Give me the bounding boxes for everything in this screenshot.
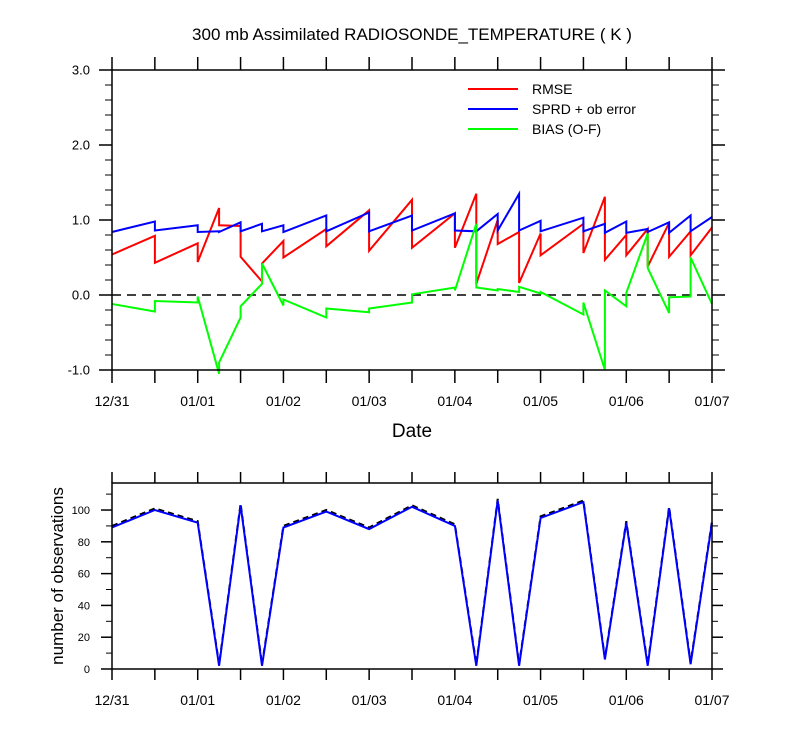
x-tick-label: 01/03 [352,393,387,409]
legend-label: RMSE [532,81,572,97]
legend: RMSE SPRD + ob error BIAS (O-F) [468,81,636,137]
y-tick-label: 0 [84,664,90,676]
x-tick-label: 01/05 [523,692,558,708]
y-tick-label: 3.0 [72,63,90,78]
x-tick-label: 01/04 [437,692,472,708]
x-tick-label: 01/06 [609,692,644,708]
bottom-plot-frame [111,482,713,670]
bottom-x-tick-labels: 12/31 01/01 01/02 01/03 01/04 01/05 01/06 01/07 [94,692,729,708]
x-tick-label: 01/02 [266,692,301,708]
bottom-series-observations-used [111,500,713,666]
legend-label: BIAS (O-F) [532,121,601,137]
y-tick-label: -1.0 [68,363,90,378]
x-tick-label: 01/07 [694,692,729,708]
top-x-axis-label: Date [392,421,432,442]
x-tick-label: 01/06 [609,393,644,409]
y-tick-label: 2.0 [72,138,90,153]
x-tick-label: 01/01 [180,393,215,409]
y-tick-label: 100 [72,505,90,517]
top-chart: 300 mb Assimilated RADIOSONDE_TEMPERATUR… [68,25,730,442]
top-series-sprd-ob-error [111,190,713,235]
y-tick-label: 0.0 [72,288,90,303]
y-tick-label: 60 [78,569,90,581]
x-tick-label: 01/03 [352,692,387,708]
bottom-series-group [111,498,713,666]
top-y-tick-labels: 3.0 2.0 1.0 0.0 -1.0 [68,63,90,378]
x-tick-label: 01/04 [437,393,472,409]
bottom-y-axis-label: number of observations [48,487,67,665]
y-tick-label: 20 [78,632,90,644]
top-axis-ticks [99,57,725,383]
bottom-axis-ticks [101,472,723,680]
legend-label: SPRD + ob error [532,101,636,117]
bottom-y-tick-labels: 100 80 60 40 20 0 [72,505,90,676]
bottom-series-observations-possible [111,498,713,665]
x-tick-label: 01/05 [523,393,558,409]
x-tick-label: 01/02 [266,393,301,409]
x-tick-label: 12/31 [94,692,129,708]
top-chart-title: 300 mb Assimilated RADIOSONDE_TEMPERATUR… [192,25,632,44]
top-x-tick-labels: 12/31 01/01 01/02 01/03 01/04 01/05 01/06 01/07 [94,393,729,409]
y-tick-label: 80 [78,537,90,549]
top-series-group [111,190,713,375]
top-series-rmse [111,193,713,285]
x-tick-label: 01/07 [694,393,729,409]
x-tick-label: 01/01 [180,692,215,708]
y-tick-label: 1.0 [72,213,90,228]
x-tick-label: 12/31 [94,393,129,409]
bottom-chart: 100 80 60 40 20 0 12/31 01/01 01/02 01/03 01/04 01… [48,472,730,708]
top-series-bias-o-f [111,223,713,375]
y-tick-label: 40 [78,600,90,612]
